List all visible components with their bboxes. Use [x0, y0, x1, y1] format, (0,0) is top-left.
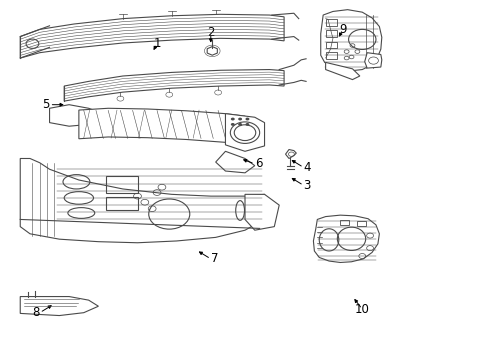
Circle shape [231, 118, 235, 121]
Polygon shape [245, 194, 279, 230]
Polygon shape [225, 114, 265, 151]
Polygon shape [20, 14, 284, 58]
Polygon shape [20, 158, 265, 243]
Polygon shape [321, 10, 382, 71]
Text: 8: 8 [32, 306, 40, 319]
Text: 7: 7 [211, 252, 219, 265]
Circle shape [245, 118, 249, 121]
Circle shape [245, 123, 249, 126]
Circle shape [238, 118, 242, 121]
Text: 9: 9 [339, 23, 346, 36]
Circle shape [238, 123, 242, 126]
Text: 3: 3 [304, 179, 311, 192]
Polygon shape [216, 151, 255, 173]
Polygon shape [20, 297, 98, 316]
Text: 10: 10 [355, 303, 369, 316]
Polygon shape [64, 69, 284, 101]
Polygon shape [314, 215, 379, 262]
Text: 6: 6 [255, 157, 262, 170]
Text: 2: 2 [207, 27, 215, 40]
Text: 4: 4 [304, 161, 311, 174]
Text: 5: 5 [42, 98, 49, 111]
Polygon shape [286, 149, 296, 158]
Polygon shape [365, 53, 382, 68]
Circle shape [231, 123, 235, 126]
Polygon shape [79, 108, 245, 145]
Polygon shape [326, 62, 360, 80]
Text: 1: 1 [153, 37, 161, 50]
Polygon shape [49, 105, 108, 126]
